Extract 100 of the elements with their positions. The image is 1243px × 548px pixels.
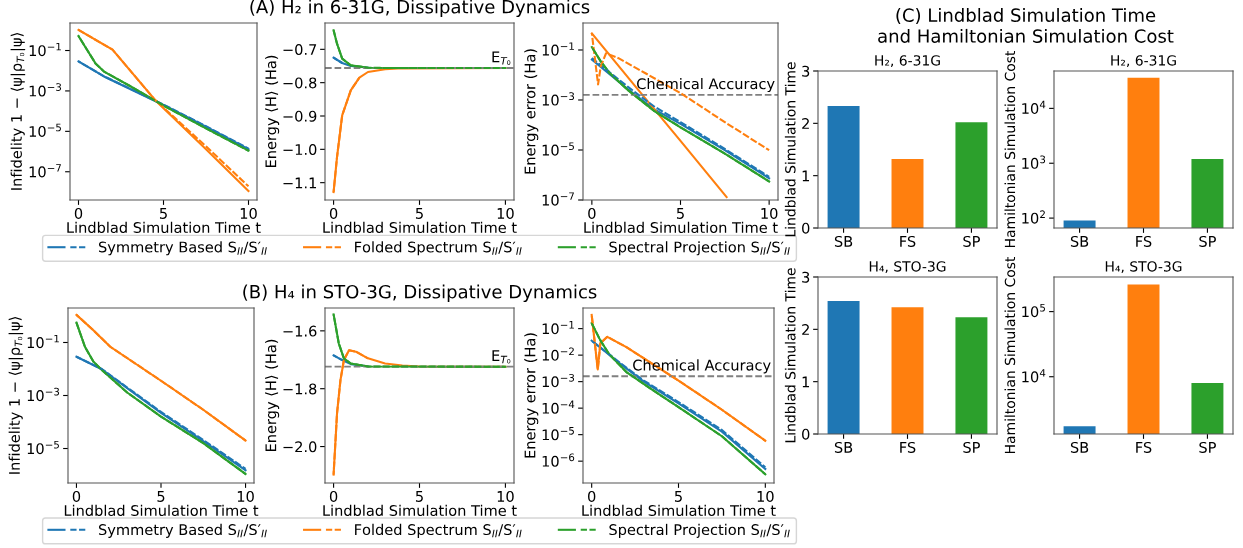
y-tick-label: 1 (802, 376, 810, 388)
x-tick-label: 5 (674, 491, 682, 502)
y-tick-label: 1 (802, 170, 810, 182)
x-axis-title: Lindblad Simulation Time t (64, 504, 259, 517)
y-tick-label: 2 (802, 118, 809, 129)
y-tick-label: 10$^{−2}$ (542, 347, 574, 361)
y-tick-label: 10$^{−3}$ (29, 83, 62, 97)
y-axis-title: Energy ⟨H⟩ (Ha) (265, 339, 280, 452)
y-tick-label: 10$^{−1}$ (27, 334, 59, 349)
y-tick-label: 10$^{−5}$ (29, 123, 61, 137)
x-tick-label: 10 (240, 207, 257, 219)
x-axis-title: Lindblad Simulation Time t (584, 221, 778, 234)
y-tick-label: 10$^{4}$ (1022, 100, 1046, 115)
y-tick-label: −1.1 (283, 177, 317, 189)
y-axis-title: Infidelity 1 − ⟨ψ|ρ$_{T₀}$|ψ⟩ (8, 317, 24, 474)
x-axis-title: Lindblad Simulation Time t (67, 221, 261, 234)
x-tick-label: FS (1136, 235, 1152, 247)
chart-title: H₄, STO-3G (869, 261, 946, 274)
x-tick-label: 0 (329, 207, 338, 219)
y-axis-title: Energy error (Ha) (524, 333, 539, 458)
chart-title: H₂, 6-31G (875, 55, 940, 68)
y-axis-title: Energy error (Ha) (524, 49, 539, 174)
y-tick-label: 3 (802, 65, 810, 77)
y-tick-label: 10$^{−6}$ (542, 453, 575, 467)
legend-label: Spectral Projection S$_{II}$/S′$_{II}$ (609, 241, 790, 256)
legend-label: Spectral Projection S$_{II}$/S′$_{II}$ (609, 523, 790, 538)
y-tick-label: −1.8 (283, 383, 317, 395)
y-tick-label: 3 (802, 271, 810, 283)
y-axis-title: Hamiltonian Simulation Cost (1004, 50, 1016, 248)
y-tick-label: 10$^{5}$ (1022, 304, 1045, 318)
x-tick-label: FS (900, 235, 916, 247)
chart-title: H₄, STO-3G (1105, 261, 1182, 274)
x-tick-label: 0 (588, 207, 596, 219)
x-tick-label: FS (900, 441, 916, 453)
bar (955, 122, 988, 228)
x-tick-label: 10 (497, 490, 514, 502)
bar (891, 158, 924, 228)
legend-label: Symmetry Based S$_{II}$/S′$_{II}$ (98, 523, 267, 538)
x-axis-title: Lindblad Simulation Time t (582, 504, 776, 517)
y-tick-label: 10$^{−1}$ (29, 42, 61, 57)
y-axis-title: Energy ⟨H⟩ (Ha) (265, 55, 280, 168)
y-tick-label: 10$^{−3}$ (542, 373, 575, 388)
y-tick-label: 10$^{−3}$ (27, 387, 60, 402)
y-tick-label: 10$^{3}$ (1022, 155, 1046, 169)
x-tick-label: SB (1070, 235, 1089, 247)
bar (955, 317, 988, 434)
y-tick-label: 10$^{−4}$ (542, 400, 575, 414)
text: (C) Lindblad Simulation Time and Hamiltonian Simulation Cost (878, 8, 1174, 43)
ref-line-label: E$_{T₀}$ (492, 51, 511, 65)
x-tick-label: SP (963, 441, 980, 453)
x-tick-label: SB (1070, 441, 1089, 453)
y-tick-label: −0.7 (283, 44, 317, 56)
ref-line-label: E$_{T₀}$ (492, 350, 511, 364)
x-axis-title: Lindblad Simulation Time t (323, 504, 517, 517)
chart-title: H₂, 6-31G (1111, 55, 1176, 68)
y-tick-label: 10$^{−5}$ (27, 440, 59, 455)
y-tick-label: −0.9 (283, 110, 317, 122)
x-tick-label: SB (834, 441, 853, 453)
x-tick-label: SP (963, 235, 980, 247)
y-tick-label: −1.6 (283, 325, 317, 337)
x-tick-label: 5 (415, 491, 423, 502)
y-tick-label: 10$^{−3}$ (542, 92, 575, 106)
x-tick-label: 5 (159, 208, 167, 219)
x-tick-label: FS (1136, 441, 1152, 453)
y-tick-label: 10$^{−7}$ (29, 164, 61, 178)
y-axis-title: Lindblad Simulation Time (784, 268, 796, 443)
y-tick-label: 10$^{−1}$ (542, 42, 574, 56)
y-tick-label: 10$^{−1}$ (542, 321, 574, 335)
x-tick-label: 0 (588, 490, 596, 502)
y-axis-title: Lindblad Simulation Time (784, 62, 796, 237)
x-tick-label: 0 (329, 490, 338, 502)
x-tick-label: 5 (157, 491, 165, 502)
x-tick-label: 10 (761, 207, 778, 219)
x-tick-label: 0 (74, 207, 83, 219)
x-tick-label: SP (1199, 441, 1216, 453)
y-axis-title: Hamiltonian Simulation Cost (1004, 256, 1016, 454)
y-tick-label: 10$^{2}$ (1022, 210, 1045, 224)
chart-title: (A) H₂ in 6-31G, Dissipative Dynamics (250, 0, 590, 18)
x-axis-title: Lindblad Simulation Time t (323, 221, 517, 234)
bar (827, 301, 860, 434)
y-tick-label: 10$^{−7}$ (542, 192, 574, 206)
legend-label: Symmetry Based S$_{II}$/S′$_{II}$ (98, 241, 267, 256)
x-tick-label: 10 (757, 490, 774, 502)
x-tick-label: 10 (237, 490, 254, 502)
x-tick-label: 5 (415, 208, 423, 219)
y-tick-label: 2 (802, 324, 809, 335)
y-tick-label: −0.8 (283, 77, 317, 89)
bar (827, 106, 860, 228)
bar (891, 307, 924, 434)
y-tick-label: −2.0 (283, 441, 317, 453)
y-axis-title: Infidelity 1 − ⟨ψ|ρ$_{T₀}$|ψ⟩ (10, 33, 26, 190)
y-tick-label: 10$^{−5}$ (542, 142, 574, 156)
y-tick-label: 0 (802, 222, 810, 234)
x-tick-label: 10 (497, 207, 514, 219)
legend-label: Folded Spectrum S$_{II}$/S′$_{II}$ (355, 241, 522, 256)
y-tick-label: 0 (802, 428, 810, 440)
y-tick-label: 10$^{−5}$ (542, 427, 574, 441)
y-tick-label: 10$^{4}$ (1022, 369, 1046, 383)
x-tick-label: 5 (676, 208, 684, 219)
legend-label: Folded Spectrum S$_{II}$/S′$_{II}$ (355, 523, 522, 538)
